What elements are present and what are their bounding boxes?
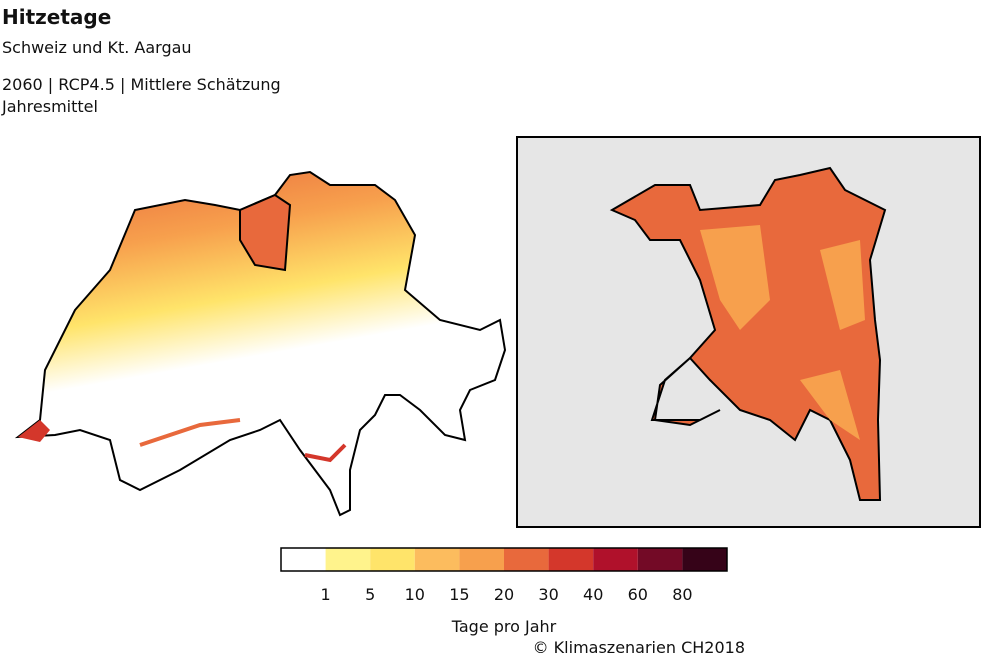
switzerland-map bbox=[14, 170, 507, 517]
legend-tick-label: 60 bbox=[628, 585, 648, 604]
period: Jahresmittel bbox=[1, 97, 98, 116]
legend-swatch bbox=[637, 548, 683, 571]
legend-swatch bbox=[593, 548, 638, 571]
legend-tick-label: 5 bbox=[365, 585, 375, 604]
legend-tick-label: 15 bbox=[449, 585, 469, 604]
legend-tick-label: 40 bbox=[583, 585, 603, 604]
legend-frame bbox=[280, 547, 728, 572]
aargau-outline bbox=[239, 193, 292, 272]
valley bbox=[139, 418, 241, 447]
legend-tick-label: 20 bbox=[494, 585, 514, 604]
year: 2060 bbox=[2, 75, 43, 94]
geneva-hotspot bbox=[18, 420, 50, 442]
legend-tick-label: 1 bbox=[321, 585, 331, 604]
scenario: RCP4.5 bbox=[58, 75, 115, 94]
legend-swatch bbox=[281, 548, 326, 571]
legend-swatch bbox=[325, 548, 371, 571]
aargau-patch bbox=[700, 225, 865, 440]
legend-swatch bbox=[370, 548, 415, 571]
legend-swatch bbox=[548, 548, 594, 571]
legend-swatch bbox=[414, 548, 460, 571]
legend-tick-label: 30 bbox=[538, 585, 558, 604]
legend-swatch bbox=[682, 548, 727, 571]
scenario-line: 2060 | RCP4.5 | Mittlere Schätzung bbox=[2, 75, 281, 94]
aargau-map bbox=[609, 166, 887, 501]
valley bbox=[304, 443, 347, 463]
legend-tick-label: 80 bbox=[672, 585, 692, 604]
title: Hitzetage bbox=[2, 5, 111, 29]
estimate: Mittlere Schätzung bbox=[130, 75, 280, 94]
legend-tick-label: 10 bbox=[405, 585, 425, 604]
legend-swatch bbox=[459, 548, 504, 571]
credit: © Klimaszenarien CH2018 bbox=[533, 638, 745, 654]
legend-swatch bbox=[504, 548, 549, 571]
subtitle: Schweiz und Kt. Aargau bbox=[2, 38, 192, 57]
legend-title: Tage pro Jahr bbox=[451, 617, 557, 636]
